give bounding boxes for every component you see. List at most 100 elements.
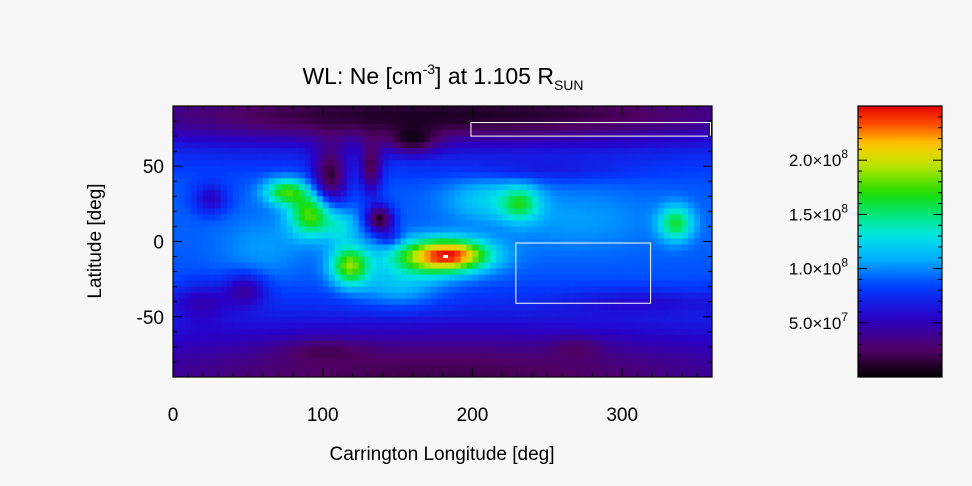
heatmap-cell xyxy=(298,322,306,330)
heatmap-cell xyxy=(550,358,557,366)
heatmap-cell xyxy=(622,154,629,161)
heatmap-cell xyxy=(388,208,396,215)
heatmap-cell xyxy=(670,232,677,240)
heatmap-cell xyxy=(208,118,216,125)
heatmap-cell xyxy=(424,250,432,258)
heatmap-cell xyxy=(268,292,276,300)
heatmap-cell xyxy=(706,286,712,294)
heatmap-cell xyxy=(430,148,438,155)
heatmap-cell xyxy=(304,220,312,228)
heatmap-cell xyxy=(502,340,509,348)
heatmap-cell xyxy=(382,124,390,131)
heatmap-cell xyxy=(418,196,426,203)
heatmap-cell xyxy=(706,250,712,258)
heatmap-cell xyxy=(322,256,330,264)
heatmap-cell xyxy=(598,358,605,366)
heatmap-cell xyxy=(274,142,282,149)
heatmap-cell xyxy=(472,328,480,336)
heatmap-cell xyxy=(634,226,641,234)
heatmap-cell xyxy=(532,262,539,270)
heatmap-cell xyxy=(580,136,587,143)
heatmap-cell xyxy=(466,334,474,342)
heatmap-cell xyxy=(694,214,701,222)
heatmap-cell xyxy=(568,364,575,372)
heatmap-cell xyxy=(574,118,581,125)
heatmap-cell xyxy=(508,268,515,276)
heatmap-cell xyxy=(514,322,521,330)
heatmap-cell xyxy=(688,202,695,209)
heatmap-cell xyxy=(520,166,527,173)
heatmap-cell xyxy=(448,202,456,209)
heatmap-cell xyxy=(256,256,264,264)
heatmap-cell xyxy=(676,178,683,185)
heatmap-cell xyxy=(676,304,683,312)
heatmap-cell xyxy=(526,268,533,276)
heatmap-cell xyxy=(496,310,503,318)
heatmap-cell xyxy=(556,292,563,300)
heatmap-cell xyxy=(418,370,426,377)
heatmap-cell xyxy=(466,220,474,228)
heatmap-cell xyxy=(184,322,192,330)
heatmap-cell xyxy=(304,316,312,324)
heatmap-cell xyxy=(508,166,515,173)
heatmap-cell xyxy=(298,124,306,131)
heatmap-cell xyxy=(340,130,348,137)
heatmap-cell xyxy=(214,160,222,167)
heatmap-cell xyxy=(202,232,210,240)
heatmap-cell xyxy=(268,352,276,360)
heatmap-cell xyxy=(658,154,665,161)
heatmap-cell xyxy=(382,118,390,125)
heatmap-cell xyxy=(580,238,587,246)
heatmap-cell xyxy=(358,310,366,318)
heatmap-cell xyxy=(250,106,258,113)
heatmap-cell xyxy=(352,334,360,342)
heatmap-cell xyxy=(292,298,300,306)
heatmap-cell xyxy=(184,292,192,300)
heatmap-cell xyxy=(598,142,605,149)
heatmap-cell xyxy=(460,190,468,197)
heatmap-cell xyxy=(352,178,360,185)
heatmap-cell xyxy=(514,220,521,228)
heatmap-cell xyxy=(334,292,342,300)
heatmap-cell xyxy=(418,172,426,179)
heatmap-cell xyxy=(622,214,629,222)
heatmap-cell xyxy=(478,232,486,240)
heatmap-cell xyxy=(202,112,210,119)
heatmap-cell xyxy=(676,268,683,276)
heatmap-cell xyxy=(592,202,599,209)
heatmap-cell xyxy=(274,352,282,360)
heatmap-cell xyxy=(688,280,695,288)
heatmap-cell xyxy=(328,328,336,336)
heatmap-cell xyxy=(592,262,599,270)
heatmap-cell xyxy=(412,298,420,306)
heatmap-cell xyxy=(310,232,318,240)
heatmap-cell xyxy=(538,256,545,264)
heatmap-cell xyxy=(436,298,444,306)
heatmap-cell xyxy=(370,196,378,203)
heatmap-cell xyxy=(544,328,551,336)
heatmap-cell xyxy=(460,208,468,215)
heatmap-cell xyxy=(208,256,216,264)
heatmap-cell xyxy=(436,232,444,240)
heatmap-cell xyxy=(322,166,330,173)
heatmap-cell xyxy=(310,268,318,276)
heatmap-cell xyxy=(658,268,665,276)
heatmap-cell xyxy=(376,172,384,179)
heatmap-cell xyxy=(376,286,384,294)
heatmap-cell xyxy=(628,130,635,137)
heatmap-cell xyxy=(508,352,515,360)
heatmap-cell xyxy=(484,166,492,173)
heatmap-cell xyxy=(394,130,402,137)
heatmap-cell xyxy=(508,178,515,185)
heatmap-cell xyxy=(568,214,575,222)
heatmap-cell xyxy=(196,286,204,294)
heatmap-cell xyxy=(304,184,312,191)
heatmap-cell xyxy=(586,292,593,300)
heatmap-cell xyxy=(592,124,599,131)
heatmap-cell xyxy=(520,286,527,294)
heatmap-cell xyxy=(388,334,396,342)
heatmap-cell xyxy=(322,124,330,131)
heatmap-cell xyxy=(532,346,539,354)
heatmap-cell xyxy=(496,154,503,161)
heatmap-cell xyxy=(412,148,420,155)
